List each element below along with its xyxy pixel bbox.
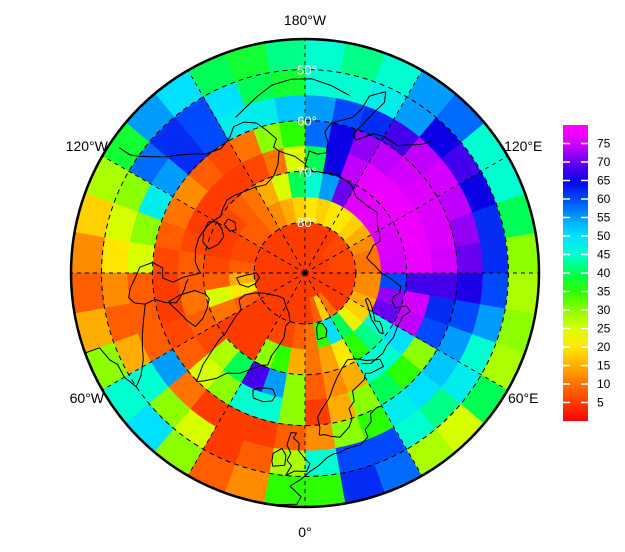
heatmap-cell (126, 272, 156, 305)
heatmap-cell (101, 237, 131, 274)
coastline-path (128, 261, 201, 305)
colorbar-tick-label: 75 (597, 137, 611, 151)
heatmap-cell (70, 232, 105, 274)
coastline-path (304, 164, 411, 365)
coastline-path (285, 432, 311, 476)
coastline-path (316, 322, 328, 341)
colorbar-tick-label: 60 (597, 192, 611, 206)
longitude-label: 120°E (504, 138, 542, 154)
coastline-path (317, 358, 384, 438)
heatmap-cell (429, 272, 458, 300)
map-outer-border (69, 37, 541, 509)
graticule-meridian (187, 70, 306, 274)
colorbar-tick-label: 25 (597, 322, 611, 336)
colorbar-tick-label: 55 (597, 211, 611, 225)
coastline-path (167, 290, 210, 327)
graticule-meridian (102, 272, 306, 391)
latitude-label: 70° (297, 164, 317, 179)
colorbar-tick-label: 45 (597, 248, 611, 262)
coastline-path (235, 78, 350, 118)
colorbar-tick-label: 35 (597, 285, 611, 299)
heatmap-cell (454, 241, 484, 274)
colorbar-tick-label: 30 (597, 303, 611, 317)
coastline-path (304, 91, 433, 166)
heatmap-cell (479, 237, 509, 274)
graticule-meridian (304, 70, 423, 274)
colorbar-tick-label: 50 (597, 229, 611, 243)
coastline-path (265, 405, 382, 507)
graticule-meridian (304, 272, 423, 476)
longitude-label: 0° (298, 524, 311, 540)
colorbar-tick-label: 5 (597, 396, 604, 410)
heatmap-cell (304, 473, 346, 508)
heatmap-cell (505, 272, 540, 314)
graticule-meridian (304, 155, 508, 274)
longitude-label: 120°W (66, 138, 109, 154)
heatmap-cell (101, 272, 131, 309)
latitude-label: 80° (297, 215, 317, 230)
heatmap-cell (454, 272, 484, 305)
coastline-path (223, 218, 237, 232)
heatmap-cell (505, 232, 540, 274)
heatmap-cell (304, 422, 337, 452)
coastlines (84, 78, 433, 507)
heatmap-cell (126, 241, 156, 274)
heatmap-cell (479, 272, 509, 309)
heatmap-cell (278, 397, 306, 426)
graticule-meridian (304, 272, 508, 391)
graticule-circle (202, 170, 408, 376)
colorbar-tick-label: 10 (597, 377, 611, 391)
heatmap-cells (70, 38, 540, 508)
coastline-path (119, 121, 306, 165)
heatmap-cell (264, 473, 306, 508)
colorbar-tick-label: 70 (597, 155, 611, 169)
coastline-path (202, 221, 225, 250)
longitude-label: 60°E (508, 390, 539, 406)
coastline-path (271, 448, 287, 467)
longitude-label: 60°W (70, 390, 105, 406)
coastline-path (195, 292, 291, 383)
graticule-meridian (102, 155, 306, 274)
colorbar-tick-label: 65 (597, 174, 611, 188)
coastline-path (252, 387, 276, 403)
colorbar-tick-label: 15 (597, 359, 611, 373)
heatmap-cell (152, 246, 181, 274)
coastline-path (194, 151, 280, 274)
coastline-path (364, 297, 384, 335)
latitude-label: 50° (297, 63, 317, 78)
latitude-label: 60° (297, 113, 317, 128)
longitude-label: 180°W (284, 12, 327, 28)
graticule-meridian (187, 272, 306, 476)
colorbar-tick-label: 40 (597, 266, 611, 280)
heatmap-cell (70, 272, 105, 314)
coastline-path (84, 304, 146, 388)
colorbar-tick-label: 20 (597, 340, 611, 354)
coastline-path (236, 272, 260, 288)
